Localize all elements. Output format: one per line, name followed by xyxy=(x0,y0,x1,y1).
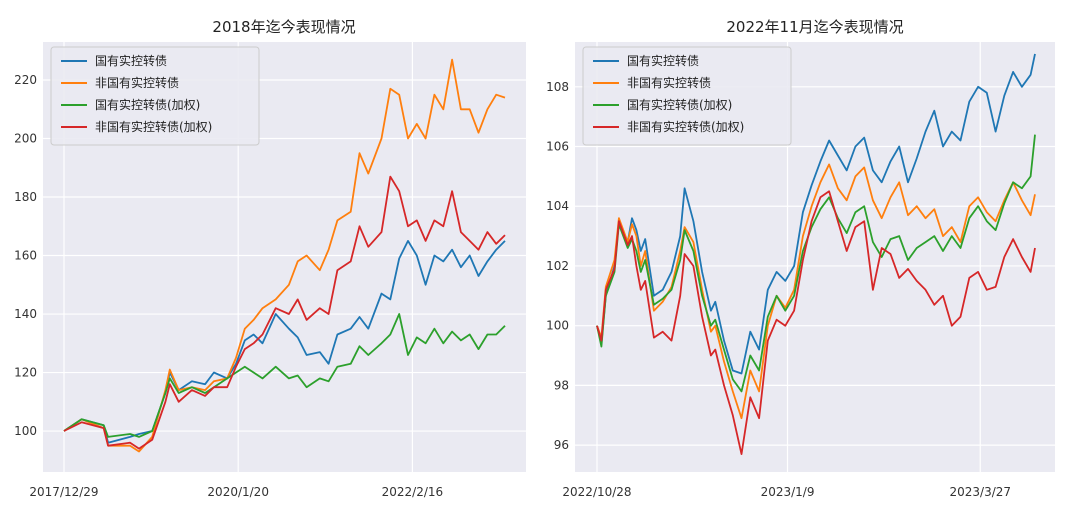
legend-label: 国有实控转债(加权) xyxy=(95,97,200,112)
y-tick-label: 98 xyxy=(554,378,569,392)
x-tick-label: 2023/3/27 xyxy=(949,485,1011,499)
series-lines xyxy=(63,58,506,453)
x-tick-label: 2022/2/16 xyxy=(382,485,444,499)
y-tick-label: 106 xyxy=(546,140,569,154)
y-tick-label: 100 xyxy=(546,319,569,333)
legend-label: 非国有实控转债 xyxy=(95,75,179,90)
y-tick-label: 102 xyxy=(546,259,569,273)
legend-box xyxy=(50,46,260,146)
legend-label: 非国有实控转债 xyxy=(627,75,711,90)
y-tick-label: 96 xyxy=(554,438,569,452)
x-tick-label: 2022/10/28 xyxy=(562,485,631,499)
x-tick-label: 2023/1/9 xyxy=(761,485,815,499)
y-tick-label: 104 xyxy=(546,199,569,213)
y-tick-label: 160 xyxy=(14,249,37,263)
y-tick-labels: 100 120 140 160 180 200 220 xyxy=(14,73,37,438)
left-chart-panel: 100 120 140 160 180 200 220 2017/12/29 2020/1/2… xyxy=(14,18,526,499)
chart-title: 2022年11月迄今表现情况 xyxy=(726,18,903,36)
series-line-3 xyxy=(596,134,1036,393)
x-tick-labels: 2022/10/28 2023/1/9 2023/3/27 xyxy=(562,485,1011,499)
y-tick-labels: 96 98 100 102 104 106 108 xyxy=(546,80,569,452)
y-tick-label: 100 xyxy=(14,424,37,438)
chart-title: 2018年迄今表现情况 xyxy=(212,18,355,36)
y-tick-label: 180 xyxy=(14,190,37,204)
x-tick-label: 2020/1/20 xyxy=(207,485,269,499)
y-tick-label: 200 xyxy=(14,132,37,146)
series-line-2 xyxy=(596,163,1036,420)
y-tick-label: 108 xyxy=(546,80,569,94)
legend-label: 非国有实控转债(加权) xyxy=(95,119,212,134)
legend-label: 国有实控转债 xyxy=(95,53,167,68)
grid-lines xyxy=(575,42,1055,472)
series-line-4 xyxy=(63,175,506,450)
series-lines xyxy=(596,53,1036,455)
series-line-1 xyxy=(596,53,1036,375)
legend-box xyxy=(582,46,792,146)
legend-label: 国有实控转债(加权) xyxy=(627,97,732,112)
x-tick-label: 2017/12/29 xyxy=(29,485,98,499)
y-tick-label: 140 xyxy=(14,307,37,321)
series-line-3 xyxy=(63,313,506,438)
y-tick-label: 220 xyxy=(14,73,37,87)
legend-label: 国有实控转债 xyxy=(627,53,699,68)
x-tick-labels: 2017/12/29 2020/1/20 2022/2/16 xyxy=(29,485,443,499)
legend-label: 非国有实控转债(加权) xyxy=(627,119,744,134)
series-line-4 xyxy=(596,190,1036,455)
y-tick-label: 120 xyxy=(14,366,37,380)
